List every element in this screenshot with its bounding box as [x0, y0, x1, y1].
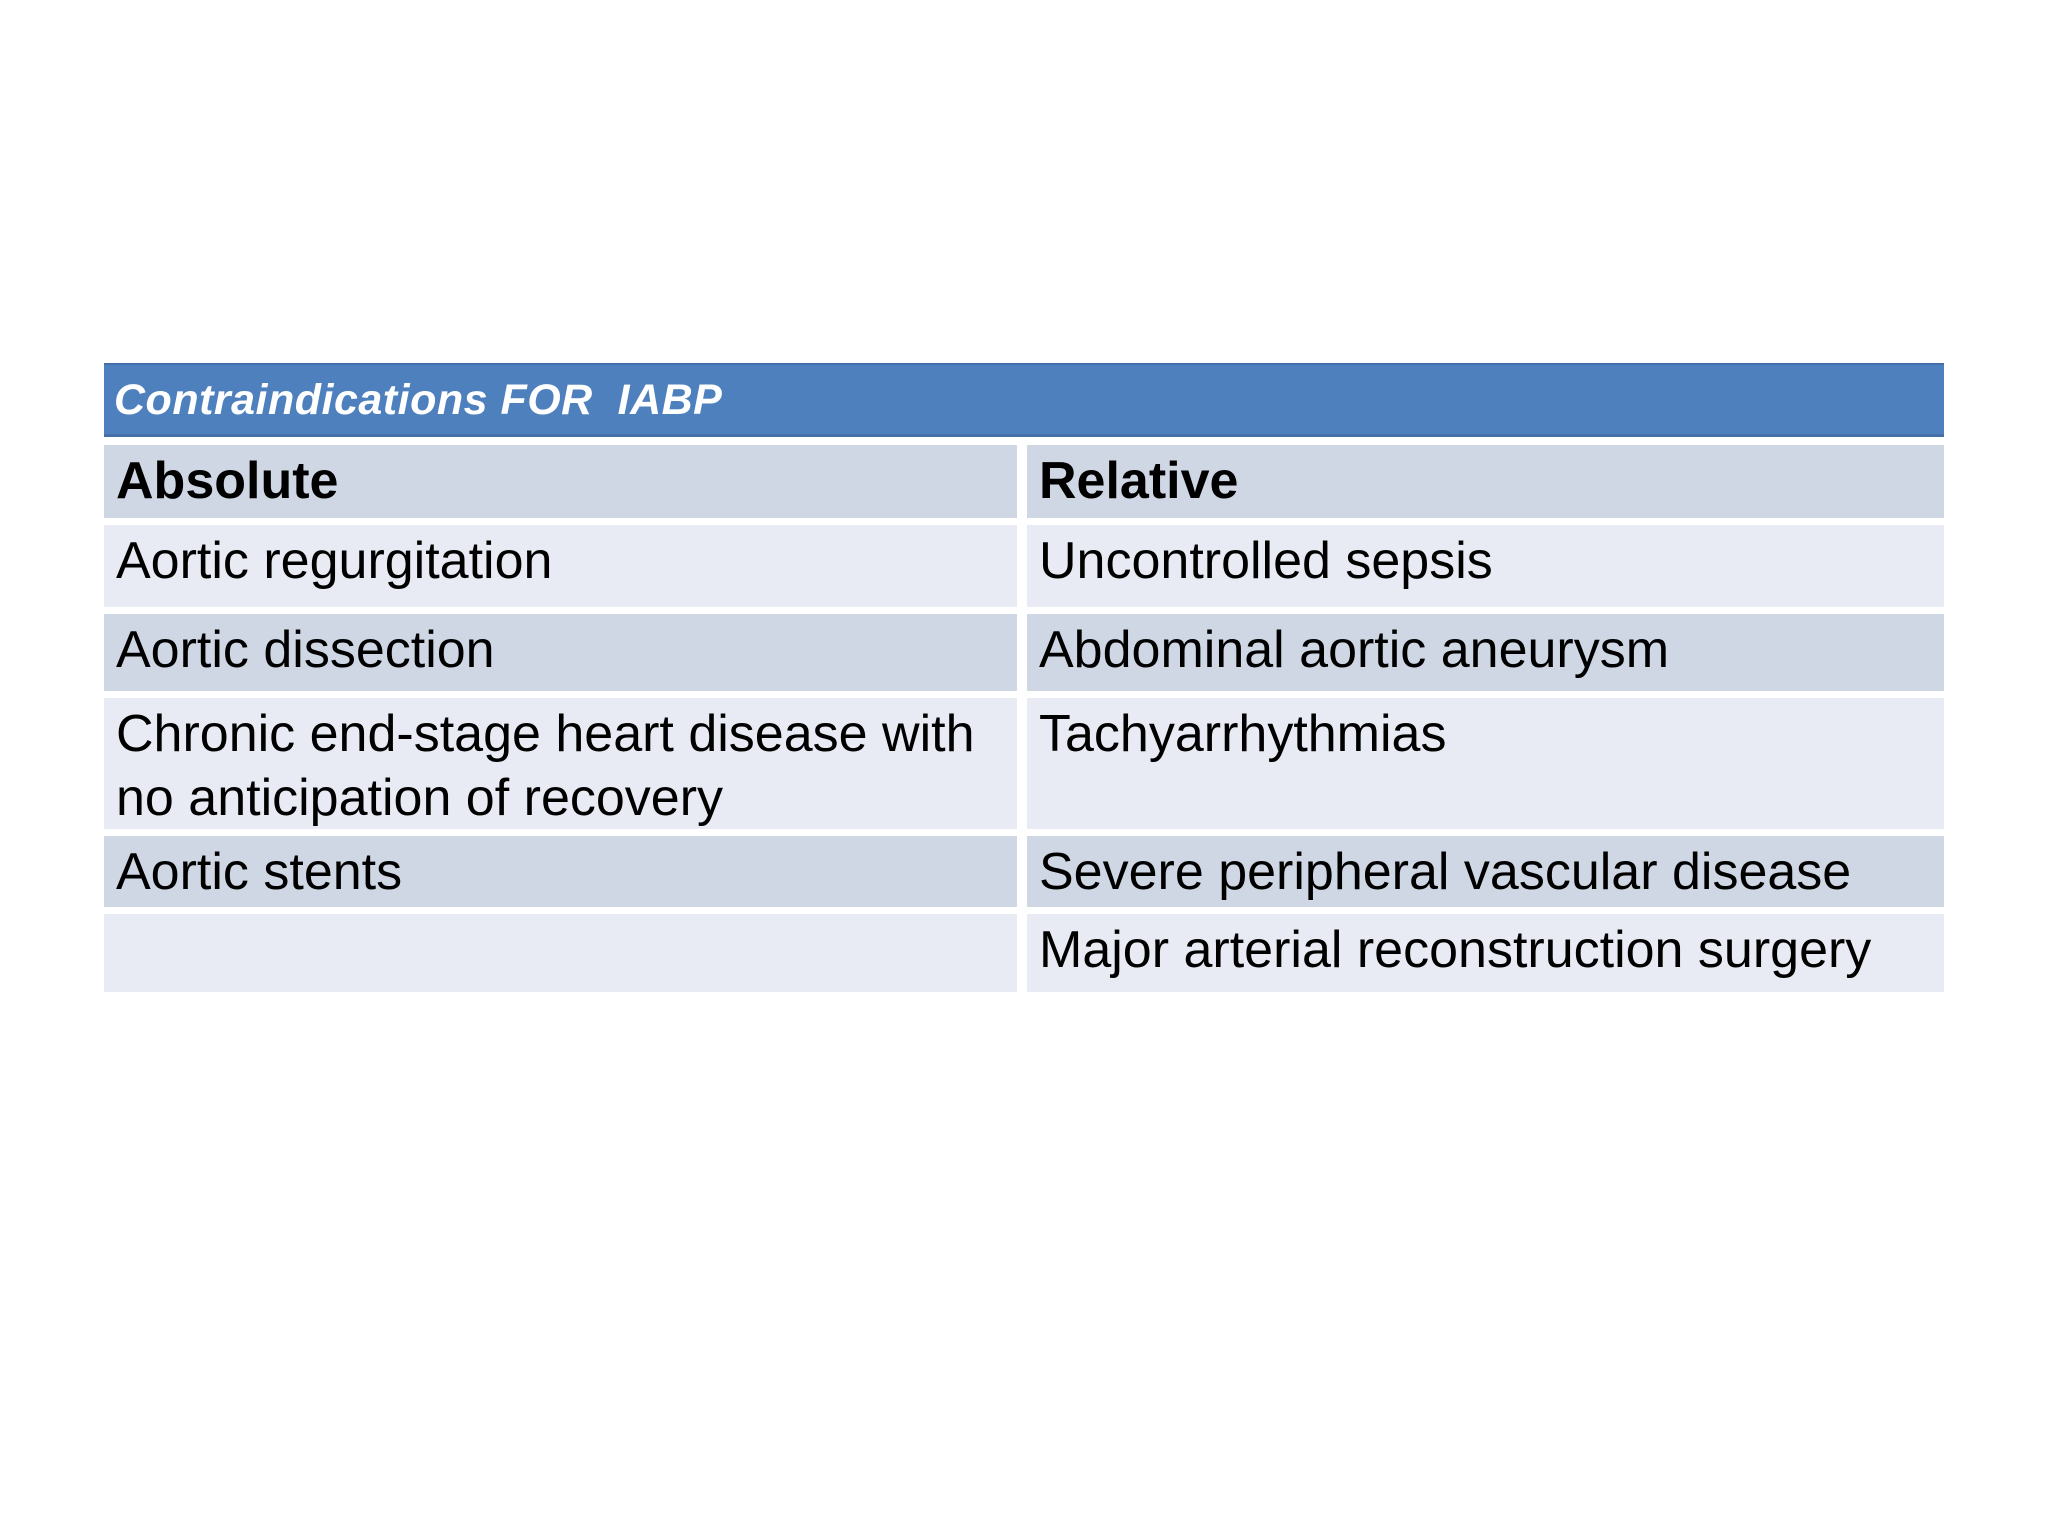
- cell-absolute-aortic-stents: Aortic stents: [104, 836, 1017, 907]
- cell-relative-abdominal-aortic-aneurysm: Abdominal aortic aneurysm: [1027, 614, 1944, 691]
- cell-absolute-aortic-dissection: Aortic dissection: [104, 614, 1017, 691]
- cell-absolute-aortic-regurgitation: Aortic regurgitation: [104, 525, 1017, 607]
- column-header-relative: Relative: [1027, 445, 1944, 518]
- cell-absolute-chronic-end-stage-heart-disease: Chronic end-stage heart disease with no …: [104, 698, 1017, 829]
- cell-relative-major-arterial-reconstruction-surgery: Major arterial reconstruction surgery: [1027, 914, 1944, 992]
- contraindications-table: Absolute Relative Aortic regurgitation U…: [104, 445, 1944, 992]
- cell-absolute-empty: [104, 914, 1017, 992]
- cell-relative-uncontrolled-sepsis: Uncontrolled sepsis: [1027, 525, 1944, 607]
- table-title: Contraindications FOR IABP: [114, 375, 723, 424]
- cell-relative-severe-peripheral-vascular-disease: Severe peripheral vascular disease: [1027, 836, 1944, 907]
- column-header-absolute: Absolute: [104, 445, 1017, 518]
- table-title-bar: Contraindications FOR IABP: [104, 363, 1944, 437]
- cell-relative-tachyarrhythmias: Tachyarrhythmias: [1027, 698, 1944, 829]
